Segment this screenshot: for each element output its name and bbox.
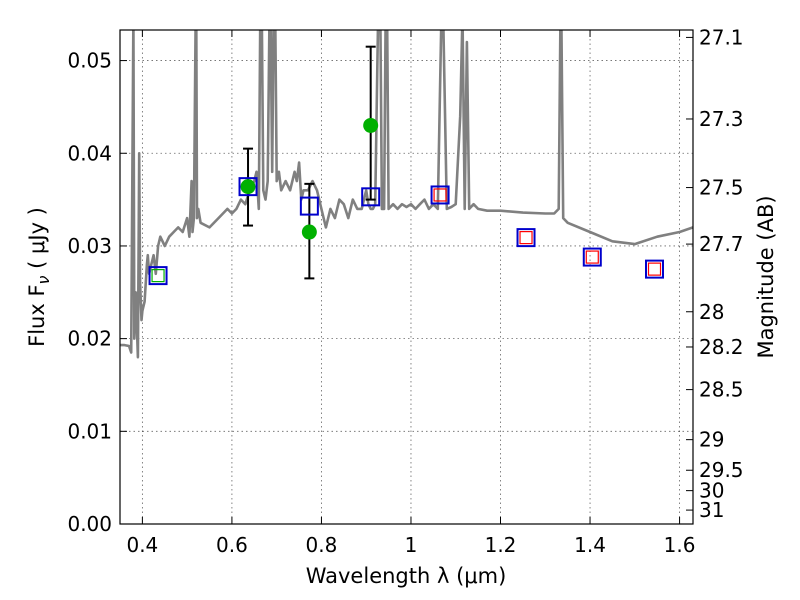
model-flux-square [148, 266, 168, 286]
x-tick-label: 0.4 [126, 533, 158, 557]
x-axis-label: Wavelength λ (μm) [306, 564, 507, 588]
plot-layer [120, 30, 693, 359]
x-tick-label: 0.8 [306, 533, 338, 557]
y2-tick-label: 28.5 [699, 378, 744, 402]
model-flux-square [238, 177, 258, 197]
y2-tick-label: 29.5 [699, 458, 744, 482]
model-flux-square-red [519, 231, 533, 245]
model-flux-square-red [647, 262, 662, 276]
y-axis-label-sub: ν [34, 275, 53, 284]
y-tick-label: 0.00 [67, 512, 112, 536]
x-tick-label: 1.2 [485, 533, 517, 557]
y-tick-label: 0.02 [67, 327, 112, 351]
y2-tick-label: 28 [699, 300, 724, 324]
model-flux-square [516, 228, 536, 248]
model-flux-square-red [585, 250, 599, 264]
model-flux-square-green [151, 269, 165, 283]
y2-tick-label: 27.3 [699, 107, 744, 131]
y2-tick-label: 30 [699, 479, 724, 503]
y2-tick-label: 31 [699, 498, 724, 522]
plot-frame [119, 29, 694, 525]
grid [120, 30, 693, 525]
model-flux-square [299, 196, 319, 216]
model-flux-square [361, 187, 381, 207]
y-tick-label: 0.04 [67, 141, 112, 165]
y-tick-label: 0.03 [67, 234, 112, 258]
observed-flux-point [301, 224, 317, 240]
y2-axis-label: Magnitude (AB) [754, 195, 778, 358]
ticks: 0.4 0.6 0.8 1 1.2 1.4 1.6 0.00 0.01 0.02 0.03 0.04 0… [67, 25, 743, 557]
model-flux-square [582, 247, 602, 267]
model-flux-square-red [433, 188, 447, 202]
observed-flux-point [363, 117, 379, 133]
model-flux-square [645, 259, 665, 279]
x-tick-label: 0.6 [216, 533, 248, 557]
y-axis-label-unit: ( μJy ) [25, 207, 49, 275]
y2-tick-label: 27.7 [699, 232, 744, 256]
model-flux-square [430, 185, 450, 205]
x-tick-label: 1 [405, 533, 418, 557]
y2-tick-label: 27.5 [699, 176, 744, 200]
y-axis-label-main: Flux F [25, 284, 49, 346]
x-tick-label: 1.4 [574, 533, 606, 557]
y-tick-label: 0.05 [67, 49, 112, 73]
x-tick-label: 1.6 [664, 533, 696, 557]
y-tick-label: 0.01 [67, 419, 112, 443]
y2-tick-label: 27.1 [699, 25, 744, 49]
y2-tick-label: 28.2 [699, 335, 744, 359]
plot-area-background [120, 30, 693, 524]
y2-tick-label: 29 [699, 428, 724, 452]
y-axis-label: Flux Fν ( μJy ) [25, 207, 53, 347]
observed-flux-point [240, 179, 256, 195]
